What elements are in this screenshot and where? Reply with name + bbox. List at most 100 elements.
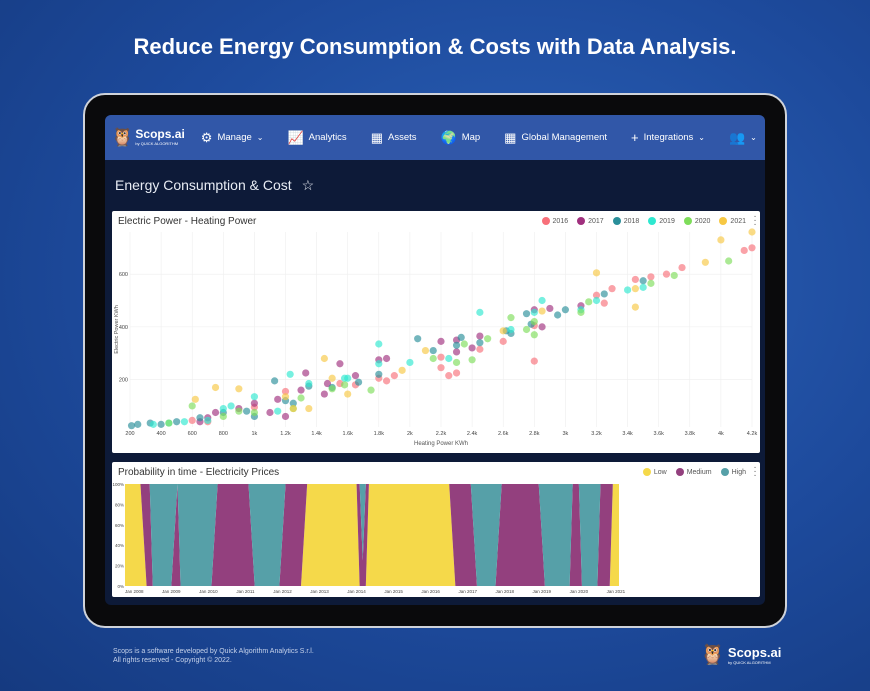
legend-dot [577,217,586,225]
legend-label: 2016 [552,217,569,225]
x-tick-label: Jan 2015 [384,589,403,594]
y-tick-label: 200 [119,378,128,384]
app-logo[interactable]: 🦉 Scops.ai by QUICK ALGORITHM [111,127,185,148]
scatter-point-2020 [297,394,305,402]
legend-item-2017[interactable]: 2017 [577,217,604,225]
area-plot: 0% 20% 40% 60% 80% 100% Jan 2008 Jan 2009 Jan 20… [112,482,625,594]
scatter-point-2016 [740,246,748,255]
scatter-point-2020 [468,356,476,364]
chevron-down-icon: ⌄ [256,133,264,142]
legend-dot [642,468,651,476]
scatter-point-2017 [546,304,554,313]
x-tick-label: 4.2k [747,431,758,437]
legend-item-2018[interactable]: 2018 [612,217,639,225]
scatter-point-2019 [375,360,383,368]
scatter-point-2018 [561,306,569,314]
scatter-plot: 200 400 600 800 1k 1.2k 1.4k 1.6k 1.8k 2k 2.2k 2.4k… [114,228,758,447]
star-outline-icon[interactable]: ☆ [301,176,315,193]
scatter-point-2017 [320,390,328,398]
scatter-point-2018 [457,333,465,342]
scatter-point-2018 [554,311,562,319]
nav-item-analytics[interactable]: 📈 Analytics [287,130,346,146]
legend-dot [612,217,621,225]
scatter-point-2016 [678,263,686,272]
y-tick-label: 20% [115,564,124,569]
more-options-icon[interactable]: · · · [753,462,757,481]
scatter-point-2020 [647,279,655,287]
legend-item-low[interactable]: Low [642,468,667,476]
scatter-point-2017 [302,369,310,377]
users-menu[interactable]: 👥 ⌄ [729,130,757,146]
scatter-title: Electric Power - Heating Power [118,216,257,227]
x-tick-label: 200 [125,431,134,437]
chart-line-icon: 📈 [287,129,304,145]
owl-logo-icon: 🦉 [700,644,725,666]
legend-item-medium[interactable]: Medium [675,468,712,476]
scatter-point-2019 [476,308,484,316]
chevron-down-icon: ⌄ [750,133,757,142]
scatter-point-2019 [639,283,647,291]
scatter-point-2018 [173,418,181,426]
grid-icon: ▦ [370,129,383,145]
scatter-point-2018 [476,339,484,347]
top-nav: 🦉 Scops.ai by QUICK ALGORITHM ⚙ Manage ⌄ 📈 An… [105,115,765,160]
x-tick-label: 1k [251,431,257,437]
scatter-point-2016 [592,291,601,299]
scatter-point-2020 [235,407,243,415]
scatter-point-2021 [191,395,199,403]
x-tick-label: Jan 2012 [273,589,292,594]
footer-line2: All rights reserved - Copyright © 2022. [113,657,232,664]
scatter-point-2019 [274,407,282,415]
legend-dot [675,468,684,476]
scatter-point-2017 [274,395,282,403]
nav-item-integrations[interactable]: + Integrations ⌄ [631,130,705,146]
scatter-point-2018 [243,407,251,415]
x-tick-label: Jan 2013 [310,589,329,594]
scatter-point-2018 [134,420,142,428]
nav-item-map[interactable]: 🌍 Map [441,130,481,146]
y-tick-label: 400 [119,325,128,331]
scatter-point-2016 [647,273,655,281]
scatter-point-2020 [340,381,349,389]
scatter-point-2020 [522,325,531,334]
plus-icon: + [631,130,639,145]
nav-label: Integrations [643,132,694,143]
legend-label: 2017 [588,217,604,225]
page-title: Energy Consumption & Cost [115,177,292,193]
scatter-point-2020 [429,354,437,363]
scatter-point-2016 [748,244,756,252]
x-tick-label: 600 [188,431,197,437]
x-tick-label: 1.2k [280,431,291,437]
y-axis-label: Electric Power KWh [114,305,120,354]
scatter-point-2019 [227,402,235,410]
x-tick-label: 4k [718,431,724,437]
scatter-point-2018 [127,422,136,430]
legend-item-2019[interactable]: 2019 [648,217,675,225]
scatter-point-2019 [538,296,546,305]
scatter-point-2017 [538,323,546,331]
legend-item-high[interactable]: High [720,468,746,476]
scatter-point-2018 [157,420,165,428]
scatter-point-2017 [437,337,445,345]
scatter-point-2016 [437,353,445,361]
nav-item-global-management[interactable]: ▦ Global Management [504,130,607,146]
scatter-point-2019 [375,340,383,348]
legend-item-2021[interactable]: 2021 [719,217,746,225]
legend-item-2016[interactable]: 2016 [541,217,569,225]
scatter-point-2020 [367,386,375,394]
x-tick-label: 1.8k [374,431,385,437]
y-tick-label: 600 [119,272,128,278]
more-options-icon[interactable]: · · · [753,211,757,230]
nav-label: Manage [217,132,252,143]
nav-item-manage[interactable]: ⚙ Manage ⌄ [201,130,264,146]
x-tick-label: Jan 2008 [125,589,144,594]
legend-item-2020[interactable]: 2020 [683,217,710,225]
logo-text: Scops.ai [135,127,185,141]
scatter-point-2021 [631,303,639,311]
gears-icon: ⚙ [200,129,213,145]
scatter-point-2021 [717,236,725,244]
scatter-point-2019 [624,286,632,294]
legend-label: Low [653,468,667,476]
scatter-point-2016 [476,345,484,353]
nav-item-assets[interactable]: ▦ Assets [371,130,417,146]
